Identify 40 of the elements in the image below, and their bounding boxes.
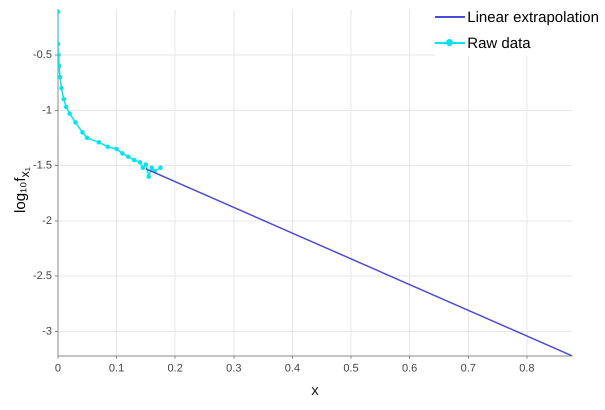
point bbox=[58, 64, 62, 68]
x-tick-label: 0.2 bbox=[168, 362, 183, 374]
legend-label: Raw data bbox=[467, 34, 531, 52]
point bbox=[106, 144, 110, 150]
x-tick-label: 0.3 bbox=[226, 362, 242, 374]
point bbox=[126, 154, 131, 159]
y-tick-label: -0.5 bbox=[32, 48, 52, 61]
x-tick-label: 0.4 bbox=[284, 362, 300, 374]
point bbox=[59, 86, 64, 90]
point bbox=[58, 52, 61, 58]
point bbox=[146, 174, 152, 179]
point bbox=[64, 104, 68, 110]
point bbox=[120, 151, 125, 156]
y-tick-label: -1 bbox=[42, 104, 52, 116]
point bbox=[132, 158, 136, 162]
y-tick-label: -2 bbox=[42, 214, 52, 227]
point bbox=[67, 111, 72, 116]
point bbox=[80, 130, 85, 135]
point bbox=[58, 74, 62, 80]
x-tick-label: 0.5 bbox=[343, 362, 359, 374]
point bbox=[140, 166, 146, 170]
point bbox=[96, 140, 102, 145]
legend-label: Linear extrapolation bbox=[467, 8, 599, 26]
y-tick-label: -2.5 bbox=[32, 270, 52, 282]
point bbox=[73, 120, 78, 125]
x-tick-label: 0.8 bbox=[519, 362, 535, 374]
point bbox=[158, 166, 163, 170]
point bbox=[85, 136, 90, 140]
y-tick-label: -1.5 bbox=[32, 160, 52, 172]
x-tick-label: 0 bbox=[54, 362, 62, 374]
point bbox=[62, 96, 66, 102]
point bbox=[144, 162, 148, 167]
x-tick-label: 0.7 bbox=[460, 362, 476, 374]
point bbox=[138, 160, 142, 164]
x-tick-label: 0.6 bbox=[402, 362, 418, 374]
x-tick-label: 0.1 bbox=[108, 362, 124, 374]
point bbox=[114, 146, 119, 152]
point bbox=[149, 166, 154, 170]
y-tick-label: -3 bbox=[42, 326, 52, 338]
x-axis-title: x bbox=[311, 382, 320, 400]
